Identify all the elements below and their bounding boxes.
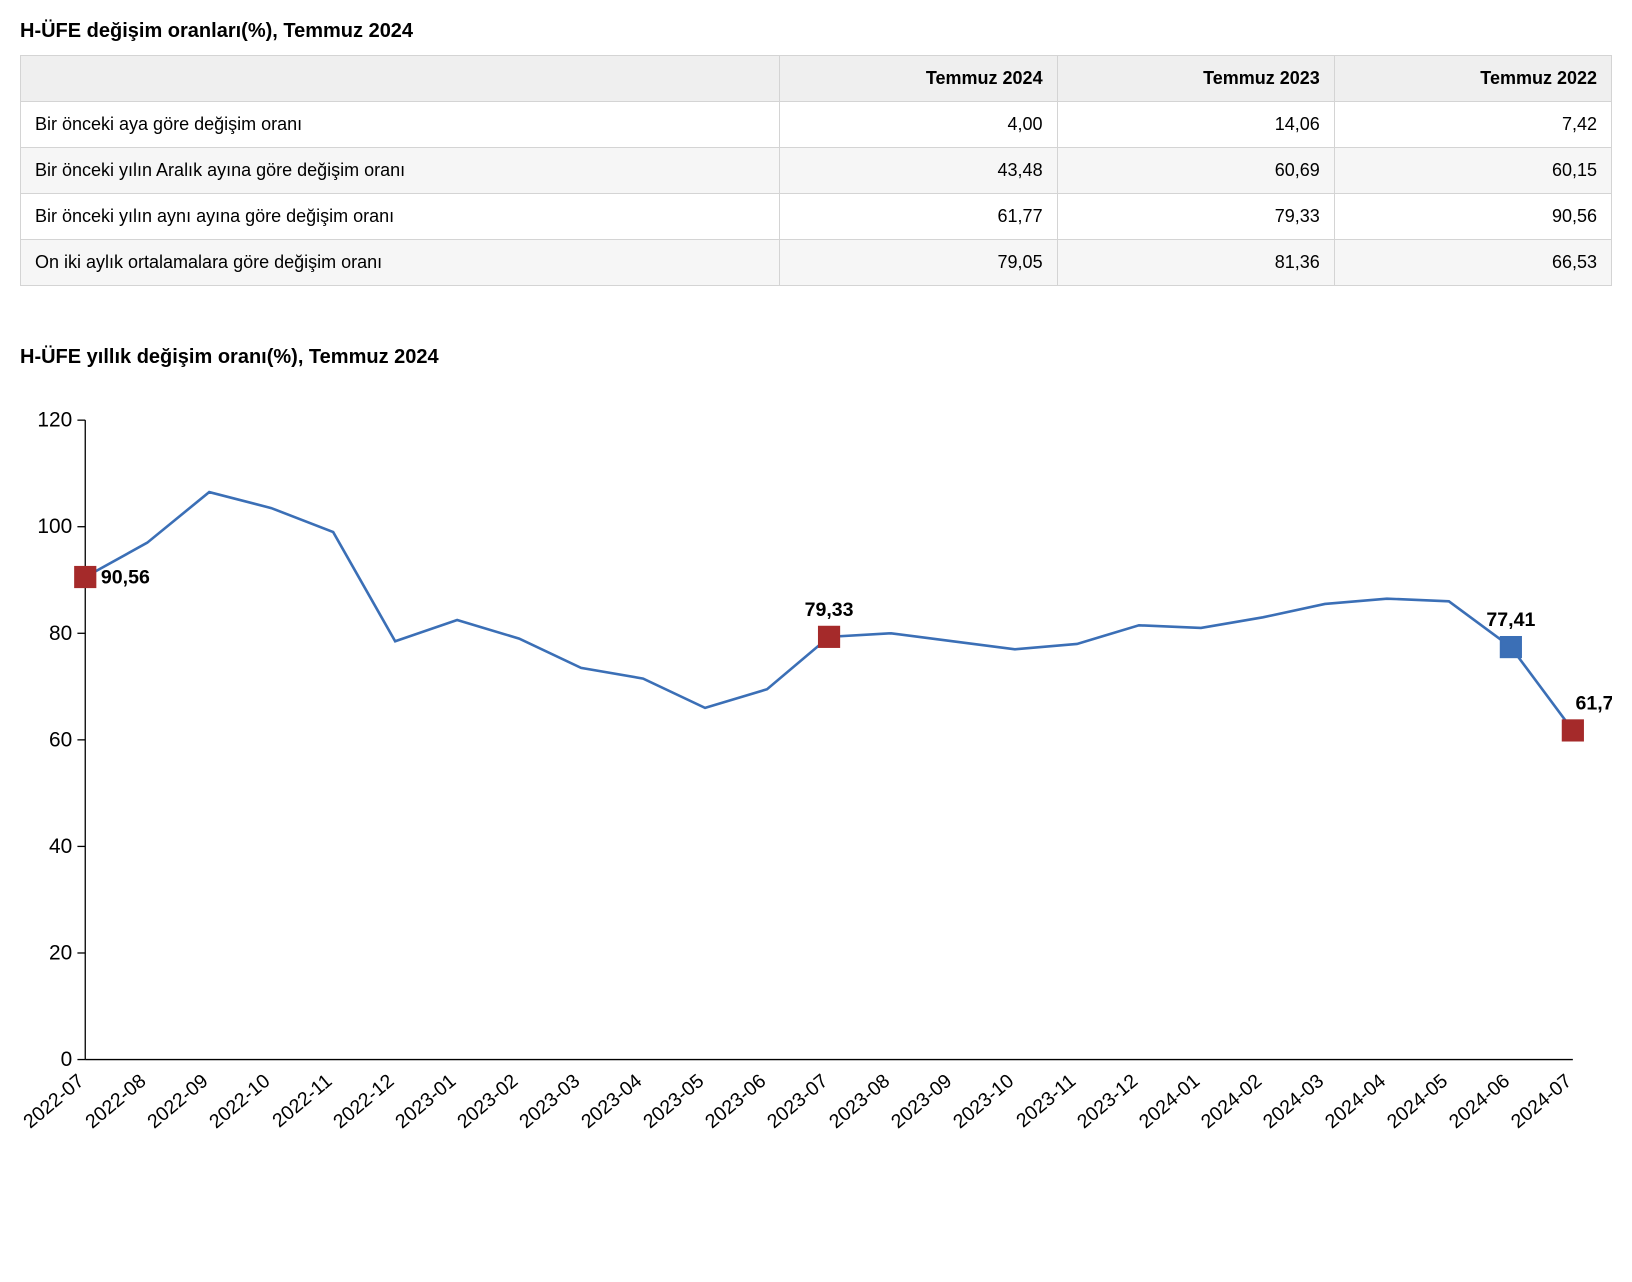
svg-text:2023-06: 2023-06	[701, 1070, 770, 1133]
svg-text:2024-01: 2024-01	[1135, 1070, 1204, 1133]
table-cell: 66,53	[1334, 240, 1611, 286]
svg-text:2024-05: 2024-05	[1383, 1070, 1452, 1133]
table-cell: 4,00	[780, 102, 1057, 148]
svg-text:2022-10: 2022-10	[205, 1070, 274, 1133]
table-row: Bir önceki yılın Aralık ayına göre değiş…	[21, 148, 1612, 194]
table-cell: 81,36	[1057, 240, 1334, 286]
svg-text:2022-11: 2022-11	[268, 1070, 336, 1132]
svg-text:2023-04: 2023-04	[577, 1070, 646, 1133]
table-row: On iki aylık ortalamalara göre değişim o…	[21, 240, 1612, 286]
svg-text:2024-03: 2024-03	[1259, 1070, 1328, 1133]
svg-text:2023-03: 2023-03	[515, 1070, 584, 1133]
table-cell: 60,15	[1334, 148, 1611, 194]
table-cell: 43,48	[780, 148, 1057, 194]
svg-text:2023-11: 2023-11	[1012, 1070, 1080, 1132]
svg-text:2022-08: 2022-08	[81, 1070, 150, 1133]
svg-text:2024-07: 2024-07	[1507, 1070, 1576, 1133]
table-row: Bir önceki yılın aynı ayına göre değişim…	[21, 194, 1612, 240]
svg-text:2024-04: 2024-04	[1321, 1070, 1390, 1133]
table-cell: Bir önceki yılın aynı ayına göre değişim…	[21, 194, 780, 240]
svg-text:120: 120	[37, 409, 72, 432]
svg-text:40: 40	[49, 835, 72, 858]
svg-text:61,77: 61,77	[1575, 693, 1612, 715]
table-cell: 7,42	[1334, 102, 1611, 148]
svg-text:100: 100	[37, 515, 72, 538]
chart-title: H-ÜFE yıllık değişim oranı(%), Temmuz 20…	[20, 346, 1612, 369]
table-title: H-ÜFE değişim oranları(%), Temmuz 2024	[20, 20, 1612, 43]
svg-text:20: 20	[49, 942, 72, 965]
table-cell: On iki aylık ortalamalara göre değişim o…	[21, 240, 780, 286]
table-section: H-ÜFE değişim oranları(%), Temmuz 2024 T…	[20, 20, 1612, 286]
svg-text:2022-09: 2022-09	[143, 1070, 212, 1133]
table-cell: Bir önceki yılın Aralık ayına göre değiş…	[21, 148, 780, 194]
data-table: Temmuz 2024 Temmuz 2023 Temmuz 2022 Bir …	[20, 55, 1612, 286]
chart-section: H-ÜFE yıllık değişim oranı(%), Temmuz 20…	[20, 346, 1612, 1190]
table-cell: 79,05	[780, 240, 1057, 286]
table-row: Bir önceki aya göre değişim oranı 4,00 1…	[21, 102, 1612, 148]
table-cell: 14,06	[1057, 102, 1334, 148]
svg-text:60: 60	[49, 728, 72, 751]
table-header-cell: Temmuz 2023	[1057, 56, 1334, 102]
svg-text:2024-06: 2024-06	[1445, 1070, 1514, 1133]
svg-text:2023-10: 2023-10	[949, 1070, 1018, 1133]
table-header-cell: Temmuz 2024	[780, 56, 1057, 102]
svg-text:2023-07: 2023-07	[763, 1070, 832, 1133]
svg-text:77,41: 77,41	[1486, 609, 1535, 631]
svg-text:80: 80	[49, 622, 72, 645]
table-cell: 90,56	[1334, 194, 1611, 240]
svg-text:2023-02: 2023-02	[453, 1070, 522, 1133]
line-chart: 0204060801001202022-072022-082022-092022…	[20, 381, 1612, 1190]
svg-text:2023-12: 2023-12	[1073, 1070, 1142, 1133]
svg-text:2023-05: 2023-05	[639, 1070, 708, 1133]
table-cell: 60,69	[1057, 148, 1334, 194]
svg-text:0: 0	[61, 1048, 73, 1071]
table-header-cell: Temmuz 2022	[1334, 56, 1611, 102]
table-cell: 79,33	[1057, 194, 1334, 240]
table-header-cell	[21, 56, 780, 102]
table-cell: 61,77	[780, 194, 1057, 240]
table-header-row: Temmuz 2024 Temmuz 2023 Temmuz 2022	[21, 56, 1612, 102]
svg-text:2023-08: 2023-08	[825, 1070, 894, 1133]
svg-text:2023-09: 2023-09	[887, 1070, 956, 1133]
svg-text:2022-12: 2022-12	[329, 1070, 398, 1133]
svg-text:90,56: 90,56	[101, 567, 150, 589]
table-cell: Bir önceki aya göre değişim oranı	[21, 102, 780, 148]
svg-text:2023-01: 2023-01	[391, 1070, 460, 1133]
svg-text:79,33: 79,33	[805, 599, 854, 621]
svg-text:2022-07: 2022-07	[20, 1070, 88, 1133]
svg-text:2024-02: 2024-02	[1197, 1070, 1266, 1133]
chart-container: 0204060801001202022-072022-082022-092022…	[20, 381, 1612, 1190]
